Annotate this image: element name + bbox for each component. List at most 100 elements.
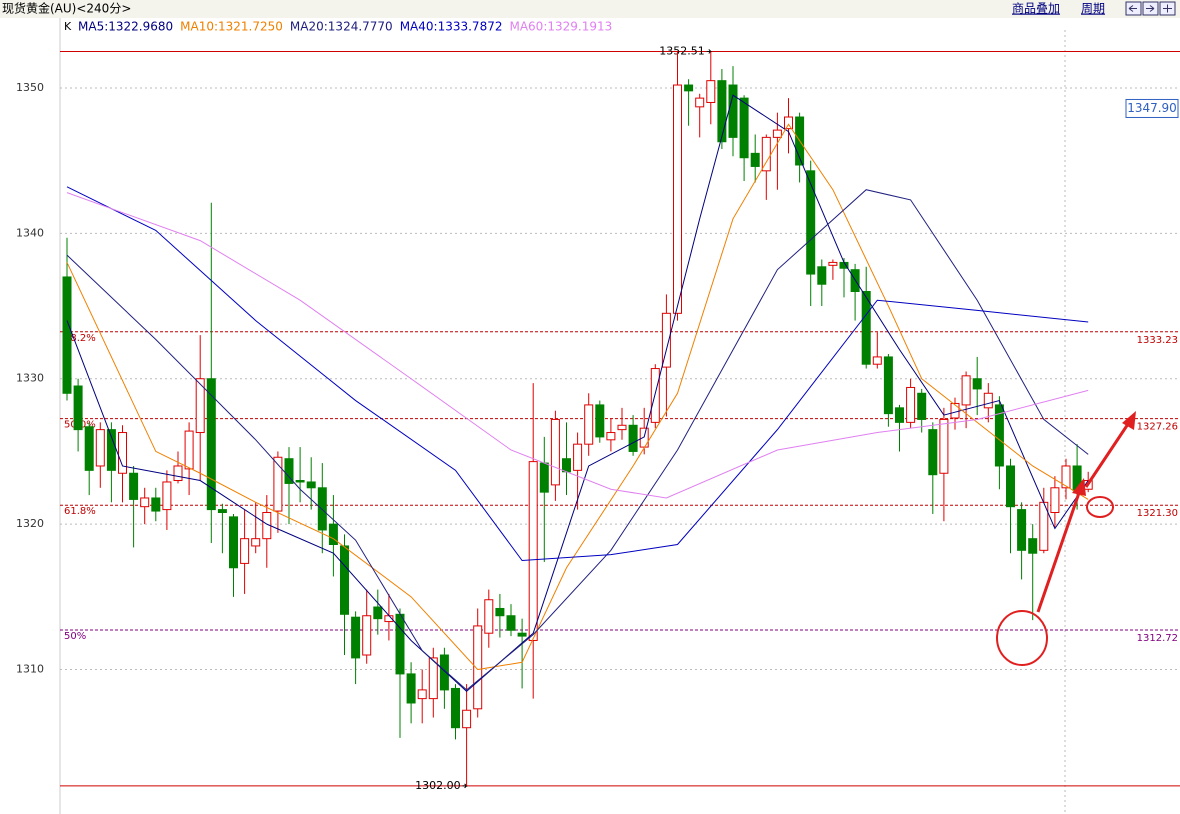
low-label: 1302.00: [415, 779, 461, 792]
instrument-title: 现货黄金(AU)<240分>: [2, 1, 131, 16]
candle-body: [340, 545, 349, 615]
candle-body: [217, 509, 227, 514]
y-tick-label: 1340: [16, 226, 44, 239]
candle-body: [495, 607, 505, 617]
candle-body: [451, 687, 460, 729]
candle-body: [695, 97, 705, 108]
candle-body: [1006, 465, 1015, 508]
ma-line: [66, 189, 1089, 691]
candle-body: [1017, 509, 1027, 551]
plot: 1310 1320 1330 1340 1350 1352.51 1302.00 38.2% 1…: [16, 44, 1180, 792]
candle-body: [173, 465, 183, 482]
candle-body: [206, 378, 216, 511]
candle-body: [295, 480, 305, 483]
candle-body: [872, 356, 882, 365]
candle-body: [550, 418, 560, 486]
candle-body: [584, 404, 594, 445]
candle-body: [573, 443, 583, 471]
arrow-head: [1072, 478, 1086, 496]
candle-body: [606, 432, 616, 441]
candle-body: [972, 378, 982, 390]
level-label: 1321.30: [1137, 508, 1178, 519]
candle-body: [439, 654, 449, 691]
annotation-arrow: [1084, 423, 1130, 488]
candle-body: [828, 261, 838, 266]
candle-body: [73, 385, 83, 431]
ma-line: [66, 186, 1089, 562]
candle-body: [706, 80, 716, 103]
candle-body: [406, 673, 416, 704]
candle-body: [928, 429, 938, 476]
candle-body: [562, 458, 571, 473]
candle-body: [661, 312, 671, 368]
candle-body: [473, 625, 483, 710]
candle-body: [129, 472, 139, 500]
level-ratio: 38.2%: [64, 333, 96, 344]
candle-body: [1061, 465, 1071, 489]
annotation-circle: [1086, 496, 1114, 518]
y-tick-label: 1350: [16, 81, 44, 94]
candle-body: [639, 427, 649, 448]
candle-body: [1050, 487, 1060, 514]
y-tick-label: 1320: [16, 517, 44, 530]
candle-body: [950, 402, 960, 419]
candle-body: [817, 266, 827, 285]
candle-body: [617, 424, 627, 431]
candle-body: [517, 632, 527, 637]
ma-line: [66, 123, 1089, 671]
candle-body: [362, 615, 372, 656]
candle-body: [229, 516, 238, 569]
period-link[interactable]: 周期: [1081, 2, 1105, 16]
legend-entry: MA20:1324.7770: [290, 20, 393, 34]
candle-body: [506, 615, 516, 631]
ma-line: [66, 94, 1089, 693]
candle-body: [961, 375, 971, 406]
candle-body: [772, 129, 782, 138]
legend-entry: MA10:1321.7250: [180, 20, 283, 34]
candle-body: [895, 407, 904, 423]
candle-body: [1028, 538, 1038, 554]
candle-body: [62, 276, 72, 394]
level-label: 1312.72: [1137, 633, 1178, 644]
candle-body: [628, 424, 638, 452]
candle-body: [728, 84, 738, 138]
ma-line: [66, 192, 1089, 499]
legend-entry: MA60:1329.1913: [509, 20, 612, 34]
candle-body: [251, 538, 261, 547]
candle-body: [417, 689, 427, 700]
candle-body: [983, 392, 993, 409]
candle-body: [939, 418, 949, 474]
candle-body: [739, 97, 749, 159]
candle-body: [306, 481, 316, 489]
pointer-arrow: [462, 783, 468, 789]
arrow-icon: [1128, 5, 1137, 12]
last-price-box: [1125, 98, 1179, 118]
candle-body: [717, 80, 727, 143]
level-label: 1327.26: [1137, 422, 1178, 433]
arrow-icon: [1146, 5, 1155, 12]
annotation-circle: [996, 610, 1048, 666]
candle-body: [195, 378, 205, 434]
candle-body: [428, 657, 438, 700]
arrow-head: [1122, 411, 1136, 430]
overlay-link[interactable]: 商品叠加: [1012, 1, 1060, 16]
candle-body: [750, 152, 760, 167]
high-label: 1352.51: [659, 44, 705, 57]
candle-body: [462, 709, 472, 729]
candle-body: [118, 432, 127, 474]
candle-body: [539, 462, 549, 493]
legend-entry: MA40:1333.7872: [400, 20, 503, 34]
annotations: [996, 411, 1136, 666]
candle-body: [184, 430, 194, 470]
level-label: 1333.23: [1137, 335, 1178, 346]
candle-body: [162, 481, 172, 511]
header-bar: [0, 0, 1180, 18]
candle-body: [151, 497, 161, 512]
annotation-arrow: [1036, 489, 1082, 613]
last-price-label: 1347.90: [1127, 101, 1177, 115]
candle-body: [395, 613, 405, 675]
level-ratio: 50%: [64, 631, 86, 642]
pointer-arrow: [706, 49, 713, 54]
legend: MA5:1322.9680 MA10:1321.7250 MA20:1324.777…: [78, 20, 612, 34]
